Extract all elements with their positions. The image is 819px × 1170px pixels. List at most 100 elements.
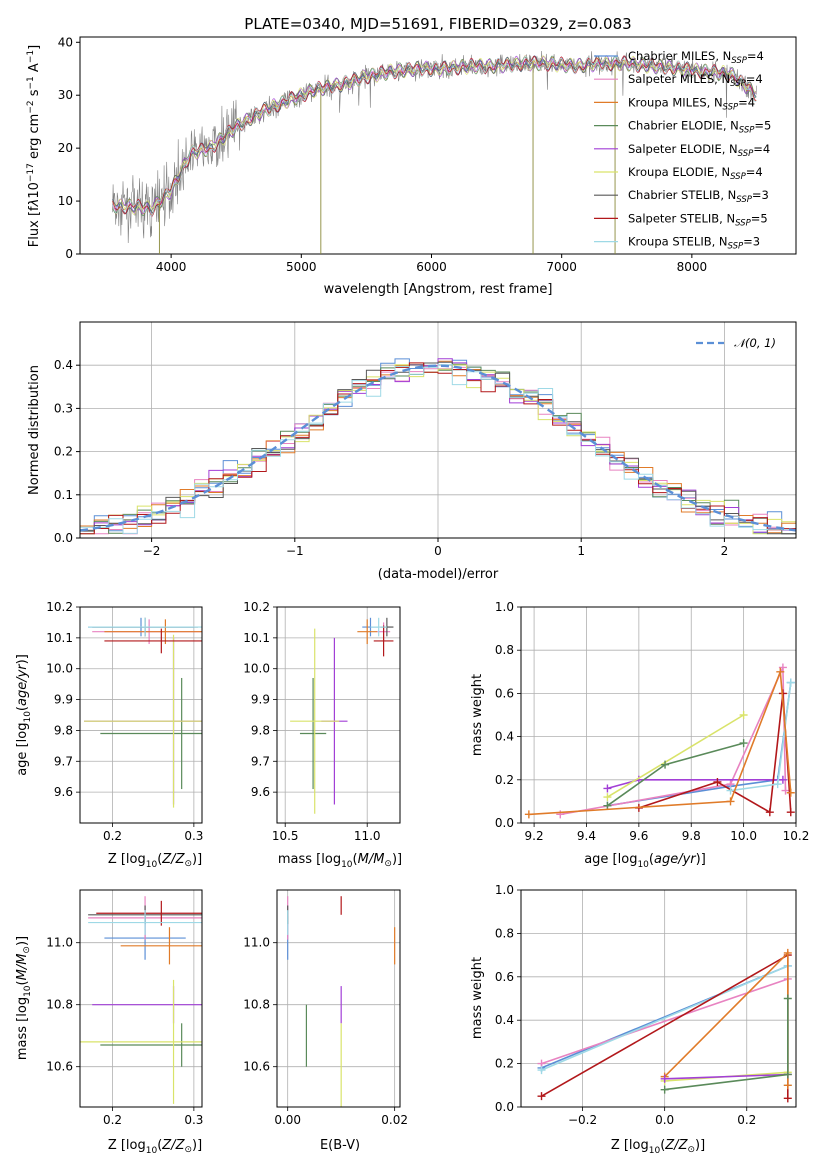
residual-xlabel: (data-model)/error — [378, 567, 499, 582]
age-z-ytick-label: 9.7 — [54, 754, 73, 768]
weight-age-marker — [739, 739, 748, 748]
mass-z-ytick-label: 11.0 — [46, 936, 73, 950]
weight-z-ticks: −0.2 0.0 0.2 0.0 0.2 0.4 0.6 0.8 1.0 — [495, 883, 756, 1127]
spectrum-xlabel: wavelength [Angstrom, rest frame] — [324, 282, 553, 297]
spectrum-xtick-label: 7000 — [546, 260, 577, 274]
mass-z-ylabel: mass [log10(M/M⊙)] — [15, 936, 33, 1060]
spectrum-xtick-label: 5000 — [286, 260, 317, 274]
weight-age-ytick-label: 0.8 — [495, 643, 514, 657]
weight-age-ytick-label: 0.0 — [495, 816, 514, 830]
mass-z-xtick-label: 0.2 — [103, 1113, 122, 1127]
weight-age-marker — [776, 667, 785, 676]
residual-ticks: −2 −1 0 1 2 0.0 0.1 0.2 0.3 0.4 — [54, 358, 728, 558]
spectrum-ytick-label: 0 — [65, 247, 73, 261]
weight-age-xtick-label: 9.6 — [629, 829, 648, 843]
residual-panel: −2 −1 0 1 2 0.0 0.1 0.2 0.3 0.4 (data-model)/erro… — [27, 321, 797, 582]
mass-ebv-ytick-label: 10.8 — [243, 998, 270, 1012]
spectrum-xtick-label: 4000 — [156, 260, 187, 274]
mass-z-ticks: 0.2 0.3 10.6 10.8 11.0 — [46, 936, 203, 1127]
weight-z-xtick-label: 0.2 — [737, 1113, 756, 1127]
weight-age-marker — [524, 810, 533, 819]
spectrum-ytick-label: 40 — [58, 35, 73, 49]
weight-z-series-line — [664, 1073, 788, 1080]
age-z-ticks: 0.2 0.3 9.6 9.7 9.8 9.9 10.0 10.1 10.2 — [46, 600, 203, 843]
mass-vs-extinction-panel: E(B-V) 0.00 0.02 10.6 10.8 11.0 — [243, 889, 408, 1153]
weight-z-marker — [537, 1092, 546, 1101]
weight-age-marker — [786, 788, 795, 797]
age-z-ytick-label: 10.1 — [46, 631, 73, 645]
mass-z-frame — [79, 889, 203, 1108]
age-mass-grid — [277, 606, 400, 823]
age-z-ytick-label: 10.0 — [46, 662, 73, 676]
spectrum-model-line — [112, 55, 757, 215]
mass-ebv-xtick-label: 0.00 — [274, 1113, 301, 1127]
weight-age-series-line — [606, 714, 745, 798]
mass-z-xlabel: Z [log10(Z/Z⊙)] — [108, 1138, 202, 1156]
spectrum-title: PLATE=0340, MJD=51691, FIBERID=0329, z=0… — [244, 15, 631, 33]
weight-age-marker — [778, 775, 787, 784]
spectrum-model-line — [112, 55, 757, 214]
weight-z-grid — [521, 889, 796, 1108]
weight-age-xtick-label: 10.2 — [783, 829, 810, 843]
spectrum-ylabel: Flux [fλ10−17 erg cm−2 s−1 A−1] — [26, 45, 42, 247]
age-z-ylabel: age [log10(age/yr)] — [15, 654, 33, 776]
age-mass-xtick-label: 11.0 — [354, 829, 381, 843]
weight-age-marker — [661, 760, 670, 769]
residual-legend: 𝒩(0, 1) — [696, 336, 776, 350]
weight-z-ytick-label: 0.4 — [495, 1013, 514, 1027]
weight-z-marker — [783, 994, 792, 1003]
mass-ebv-grid — [277, 890, 400, 1107]
residual-ytick-label: 0.0 — [54, 531, 73, 545]
weight-age-marker — [765, 808, 774, 817]
mass-ebv-ytick-label: 11.0 — [243, 936, 270, 950]
age-z-ytick-label: 10.2 — [46, 600, 73, 614]
mass-ebv-ticks: 0.00 0.02 10.6 10.8 11.0 — [243, 936, 408, 1127]
mass-ebv-ytick-label: 10.6 — [243, 1060, 270, 1074]
legend-label: Salpeter ELODIE, NSSP=4 — [628, 142, 770, 159]
weight-age-xtick-label: 9.4 — [577, 829, 596, 843]
legend-label: Kroupa MILES, NSSP=4 — [628, 95, 755, 112]
age-mass-ticks: 10.5 11.0 9.6 9.7 9.8 9.9 10.0 10.1 10.2 — [243, 600, 380, 843]
age-mass-ytick-label: 9.7 — [251, 754, 270, 768]
age-mass-ytick-label: 10.2 — [243, 600, 270, 614]
weight-z-marker — [783, 948, 792, 957]
legend-label: Chabrier STELIB, NSSP=3 — [628, 188, 769, 205]
legend-label: Chabrier ELODIE, NSSP=5 — [628, 119, 771, 136]
weight-age-series-line — [528, 671, 792, 816]
residual-xtick-label: −2 — [143, 544, 161, 558]
weight-age-series-line — [638, 693, 792, 814]
spectrum-legend: Chabrier MILES, NSSP=4 Salpeter MILES, NS… — [594, 49, 771, 252]
age-mass-xlabel: mass [log10(M/M⊙)] — [278, 852, 402, 870]
weight-age-xtick-label: 9.8 — [682, 829, 701, 843]
spectrum-xtick-label: 8000 — [677, 260, 708, 274]
weight-age-xtick-label: 10.0 — [730, 829, 757, 843]
residual-histogram — [80, 364, 796, 534]
weight-age-ytick-label: 1.0 — [495, 600, 514, 614]
age-z-xtick-label: 0.3 — [184, 829, 203, 843]
weight-z-xtick-label: 0.0 — [655, 1113, 674, 1127]
weight-age-marker — [786, 678, 795, 687]
spectrum-lines — [112, 50, 757, 254]
residual-xtick-label: 2 — [721, 544, 729, 558]
residual-ylabel: Normed distribution — [27, 365, 42, 495]
age-vs-metallicity-panel: age [log10(age/yr)] Z [log10(Z/Z⊙)] 0.2 0… — [15, 600, 203, 870]
residual-xtick-label: 1 — [577, 544, 585, 558]
weight-age-marker — [726, 786, 735, 795]
residual-xtick-label: −1 — [286, 544, 304, 558]
age-vs-mass-panel: mass [log10(M/M⊙)] 10.5 11.09.69.79.89.91… — [243, 600, 402, 870]
weight-z-ytick-label: 0.0 — [495, 1100, 514, 1114]
spectrum-ytick-label: 20 — [58, 141, 73, 155]
residual-ytick-label: 0.1 — [54, 488, 73, 502]
residual-grid — [80, 322, 796, 539]
mass-z-points — [80, 896, 202, 1104]
mass-z-ytick-label: 10.8 — [46, 998, 73, 1012]
weight-age-ytick-label: 0.4 — [495, 730, 514, 744]
age-mass-ytick-label: 10.1 — [243, 631, 270, 645]
age-z-frame — [79, 606, 203, 824]
weight-age-marker — [739, 711, 748, 719]
spectrum-model-line — [112, 55, 757, 217]
weight-age-ylabel: mass weight — [470, 674, 485, 756]
age-mass-ytick-label: 9.6 — [251, 785, 270, 799]
weight-age-series-line — [560, 667, 787, 816]
